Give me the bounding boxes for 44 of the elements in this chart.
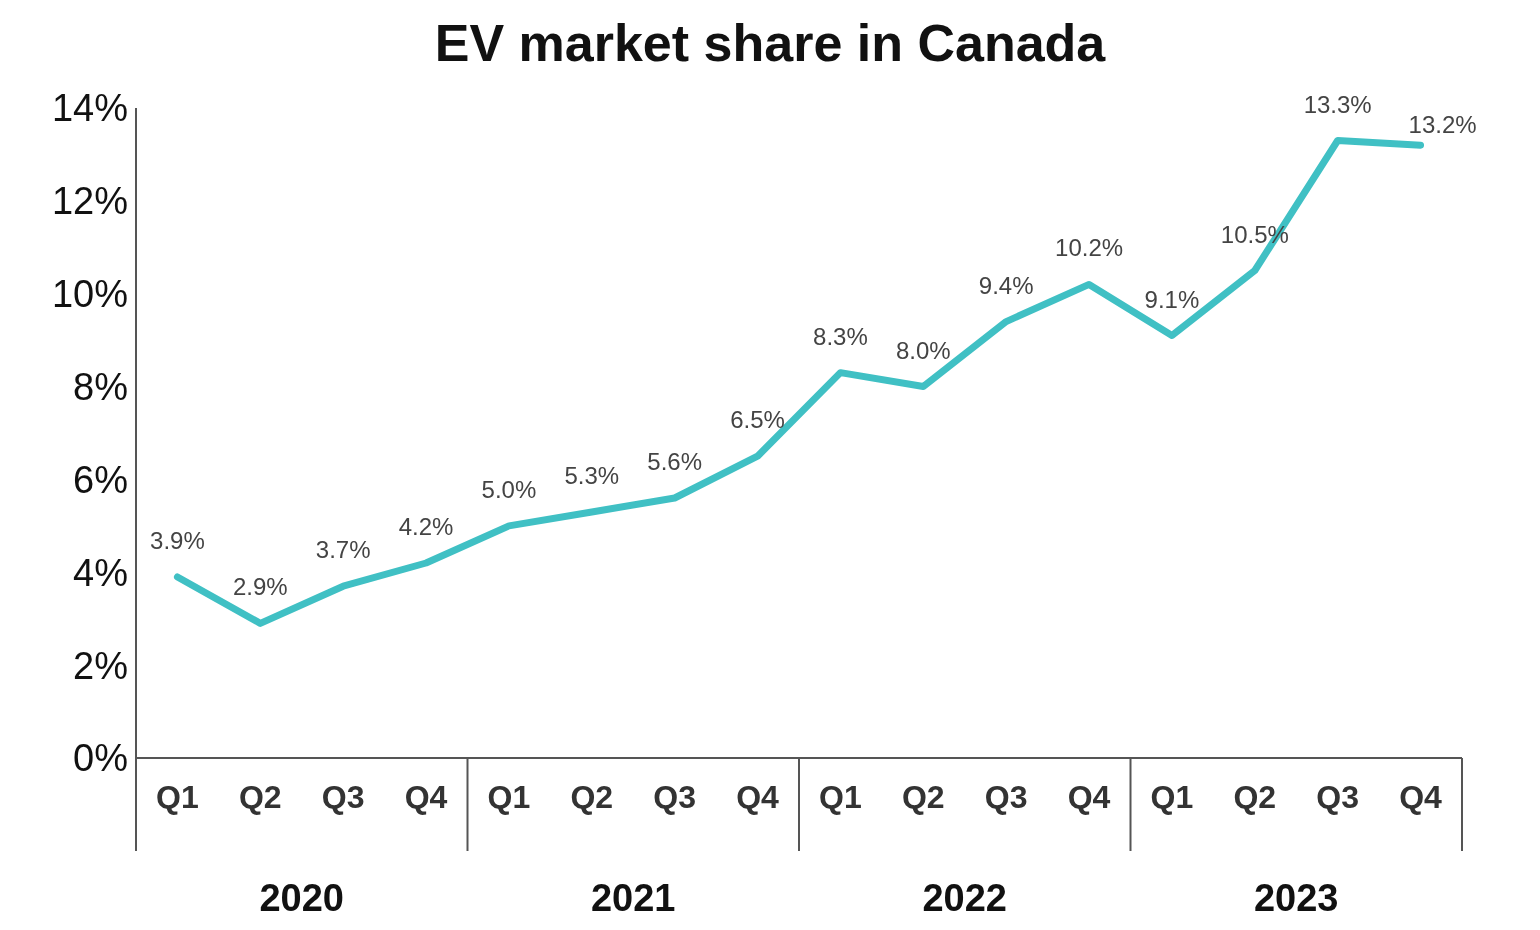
x-tick-label: Q2 bbox=[570, 779, 614, 815]
y-tick-label: 6% bbox=[73, 458, 128, 501]
y-tick-label: 2% bbox=[73, 644, 128, 687]
text: 2022 bbox=[922, 877, 1008, 919]
x-tick-label: Q3 bbox=[321, 779, 365, 815]
data-label: 3.9% bbox=[150, 526, 205, 554]
x-tick-label: Q3 bbox=[653, 779, 697, 815]
x-tick-label: Q4 bbox=[404, 779, 448, 815]
data-label: 5.3% bbox=[564, 461, 620, 489]
data-label: 13.3% bbox=[1303, 90, 1372, 118]
data-label: 3.7% bbox=[315, 536, 371, 564]
y-tick-label: 12% bbox=[51, 180, 128, 223]
data-label: 10.2% bbox=[1055, 234, 1124, 262]
text: 2021 bbox=[590, 877, 676, 919]
data-label: 6.5% bbox=[730, 406, 785, 434]
x-tick-label: Q3 bbox=[1316, 779, 1360, 815]
x-tick-label: Q1 bbox=[156, 779, 199, 815]
x-tick-label: Q1 bbox=[487, 779, 531, 815]
x-tick-label: Q4 bbox=[1067, 779, 1111, 815]
data-label: 8.3% bbox=[813, 322, 868, 350]
data-label: 4.2% bbox=[398, 513, 454, 540]
x-tick-label: Q2 bbox=[901, 779, 945, 815]
data-label: 9.1% bbox=[1144, 285, 1200, 313]
data-label: 8.0% bbox=[895, 336, 951, 364]
x-tick-label: Q4 bbox=[1399, 779, 1443, 815]
y-tick-label: 8% bbox=[73, 366, 128, 409]
text: 2020 bbox=[259, 877, 345, 919]
x-tick-label: Q1 bbox=[1150, 779, 1194, 815]
data-label: 5.6% bbox=[647, 448, 703, 475]
y-tick-label: 4% bbox=[73, 551, 128, 594]
data-label: 9.4% bbox=[978, 271, 1034, 299]
x-tick-label: Q2 bbox=[1233, 779, 1277, 815]
chart-title: EV market share in Canada bbox=[433, 13, 1107, 74]
data-label: 13.2% bbox=[1408, 111, 1477, 139]
data-label: 5.0% bbox=[481, 475, 537, 503]
y-tick-label: 10% bbox=[51, 273, 128, 316]
x-tick-label: Q2 bbox=[238, 779, 282, 815]
x-tick-label: Q3 bbox=[984, 779, 1028, 815]
x-tick-label: Q1 bbox=[819, 779, 862, 815]
data-label: 2.9% bbox=[232, 573, 288, 601]
x-tick-label: Q4 bbox=[736, 779, 780, 815]
y-tick-label: 0% bbox=[73, 737, 128, 780]
text: 2023 bbox=[1253, 877, 1339, 919]
y-tick-label: 14% bbox=[51, 87, 128, 130]
